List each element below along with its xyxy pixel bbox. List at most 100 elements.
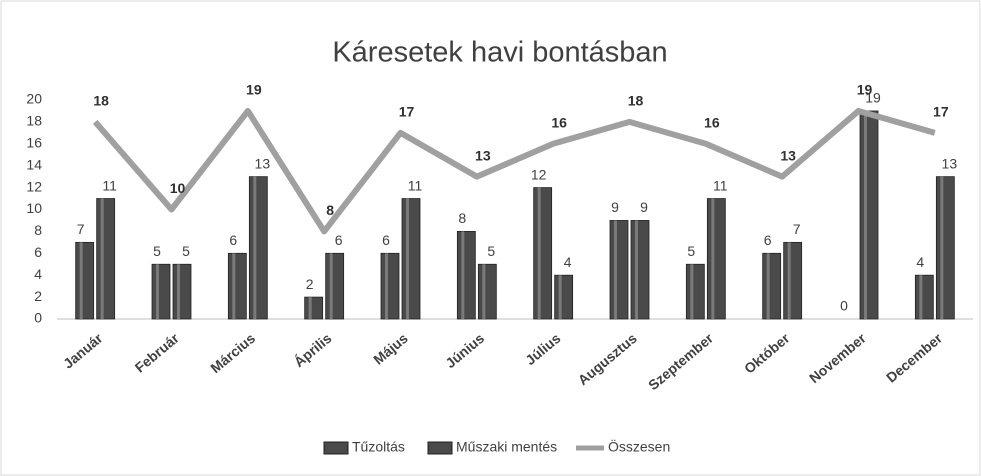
line-data-label: 16 xyxy=(551,115,567,131)
y-tick-label: 4 xyxy=(34,266,42,282)
bar xyxy=(554,274,574,320)
y-tick-label: 0 xyxy=(34,310,42,326)
line-data-label: 17 xyxy=(933,104,949,120)
y-tick-label: 14 xyxy=(26,156,42,172)
data-label: 11 xyxy=(713,177,728,193)
data-label: 13 xyxy=(942,155,958,171)
line-data-label: 18 xyxy=(93,93,109,109)
bar xyxy=(533,187,553,320)
y-tick-label: 20 xyxy=(26,91,42,107)
data-label: 0 xyxy=(840,298,848,314)
bar xyxy=(477,263,497,320)
bar xyxy=(248,176,268,320)
chart-title: Káresetek havi bontásban xyxy=(332,37,667,69)
bar xyxy=(96,198,116,320)
bar-highlight xyxy=(232,253,236,319)
bar-highlight xyxy=(635,220,638,319)
data-label: 9 xyxy=(640,199,648,215)
y-tick-label: 12 xyxy=(26,178,42,194)
line-data-label: 16 xyxy=(704,115,720,131)
bar-highlight xyxy=(614,220,617,319)
y-tick-label: 16 xyxy=(26,135,42,151)
y-tick-label: 10 xyxy=(26,200,42,216)
legend-label: Tűzoltás xyxy=(352,439,405,455)
bar-highlight xyxy=(406,198,409,319)
line-data-label: 13 xyxy=(780,147,796,163)
data-label: 9 xyxy=(611,199,619,215)
data-label: 8 xyxy=(458,210,466,226)
bar-highlight xyxy=(864,110,867,319)
bar xyxy=(227,252,247,320)
data-label: 6 xyxy=(229,232,237,248)
bar-highlight xyxy=(329,253,333,319)
line-data-label: 18 xyxy=(628,93,644,109)
data-label: 11 xyxy=(102,177,117,193)
data-label: 6 xyxy=(764,232,772,248)
bar-highlight xyxy=(385,253,388,319)
line-data-label: 10 xyxy=(170,180,186,196)
y-tick-label: 18 xyxy=(26,113,42,129)
y-tick-label: 2 xyxy=(34,288,42,304)
data-label: 5 xyxy=(153,243,161,259)
bar xyxy=(762,252,782,320)
line-data-label: 19 xyxy=(857,82,873,98)
bar-highlight xyxy=(919,275,923,319)
data-label: 7 xyxy=(77,221,85,237)
bar-highlight xyxy=(253,176,257,319)
bar xyxy=(401,198,421,320)
data-label: 4 xyxy=(916,254,924,270)
data-label: 5 xyxy=(487,243,495,259)
data-label: 6 xyxy=(335,232,343,248)
bar-highlight xyxy=(537,187,541,319)
legend-swatch xyxy=(427,441,453,455)
bar xyxy=(859,110,879,320)
bar-highlight xyxy=(787,242,791,319)
line xyxy=(92,107,936,235)
bar xyxy=(914,274,934,320)
bar xyxy=(630,220,650,320)
bar-highlight xyxy=(766,253,770,319)
bar xyxy=(609,220,629,320)
line-data-label: 19 xyxy=(246,82,262,98)
line-data-label: 13 xyxy=(475,147,491,163)
y-tick-label: 8 xyxy=(34,222,42,238)
bar xyxy=(935,176,955,320)
legend-swatch xyxy=(323,441,349,455)
bar xyxy=(706,198,726,320)
bar xyxy=(685,263,705,320)
bar-highlight xyxy=(558,275,562,319)
bar-highlight xyxy=(177,264,180,319)
y-tick-label: 6 xyxy=(34,244,42,260)
data-label: 5 xyxy=(182,243,190,259)
bar-highlight xyxy=(308,297,312,319)
data-label: 5 xyxy=(687,243,695,259)
bar xyxy=(151,263,171,320)
bar-highlight xyxy=(690,264,694,319)
bar-highlight xyxy=(79,242,83,319)
bar-highlight xyxy=(156,264,159,319)
data-label: 7 xyxy=(793,221,801,237)
bar xyxy=(304,296,324,320)
data-label: 4 xyxy=(564,254,572,270)
bar xyxy=(325,252,345,320)
bar xyxy=(380,252,400,320)
line-data-label: 8 xyxy=(326,202,334,218)
bar xyxy=(456,230,476,320)
data-label: 12 xyxy=(531,166,547,182)
bar-highlight xyxy=(711,198,715,319)
line-data-label: 17 xyxy=(399,104,415,120)
data-label: 13 xyxy=(255,155,271,171)
bar xyxy=(783,241,803,320)
bar-highlight xyxy=(461,231,465,319)
legend-label: Műszaki mentés xyxy=(456,439,557,455)
bar xyxy=(172,263,192,320)
bar xyxy=(75,241,95,320)
data-label: 6 xyxy=(382,232,390,248)
bar-highlight xyxy=(482,264,486,319)
bar-highlight xyxy=(940,176,944,319)
legend-label: Összesen xyxy=(608,438,670,455)
bar-highlight xyxy=(100,198,104,319)
